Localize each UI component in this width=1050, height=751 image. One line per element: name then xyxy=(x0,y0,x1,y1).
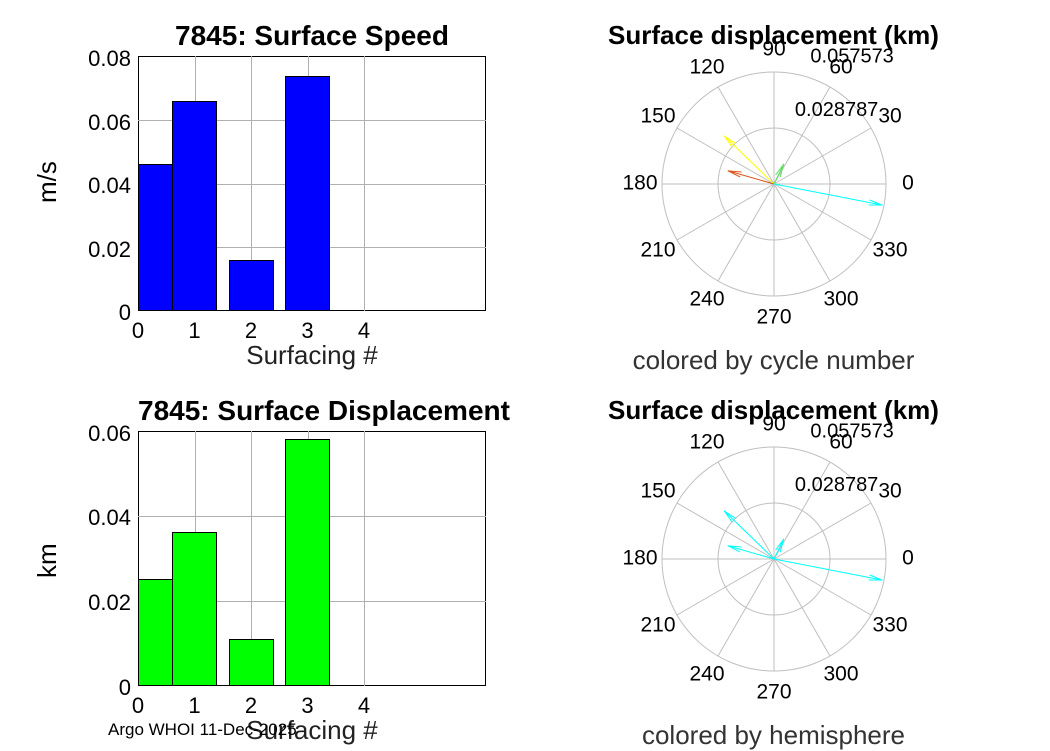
svg-text:0: 0 xyxy=(902,547,914,570)
svg-text:0.057573: 0.057573 xyxy=(810,45,893,67)
svg-text:0: 0 xyxy=(902,172,914,195)
svg-text:180: 180 xyxy=(622,547,657,570)
svg-text:330: 330 xyxy=(872,239,907,262)
svg-text:240: 240 xyxy=(689,663,724,686)
svg-text:150: 150 xyxy=(640,105,675,128)
svg-text:240: 240 xyxy=(689,288,724,311)
svg-text:210: 210 xyxy=(640,614,675,637)
svg-text:30: 30 xyxy=(878,480,901,503)
svg-text:150: 150 xyxy=(640,480,675,503)
svg-text:180: 180 xyxy=(622,172,657,195)
svg-text:300: 300 xyxy=(823,663,858,686)
svg-text:270: 270 xyxy=(756,681,791,704)
svg-text:0.057573: 0.057573 xyxy=(810,420,893,442)
svg-text:90: 90 xyxy=(762,413,785,436)
svg-text:210: 210 xyxy=(640,239,675,262)
svg-text:0.028787: 0.028787 xyxy=(795,99,878,121)
svg-text:330: 330 xyxy=(872,614,907,637)
svg-text:90: 90 xyxy=(762,38,785,61)
svg-text:120: 120 xyxy=(689,56,724,79)
svg-text:300: 300 xyxy=(823,288,858,311)
svg-text:30: 30 xyxy=(878,105,901,128)
svg-text:0.028787: 0.028787 xyxy=(795,474,878,496)
svg-text:270: 270 xyxy=(756,306,791,329)
svg-text:120: 120 xyxy=(689,431,724,454)
